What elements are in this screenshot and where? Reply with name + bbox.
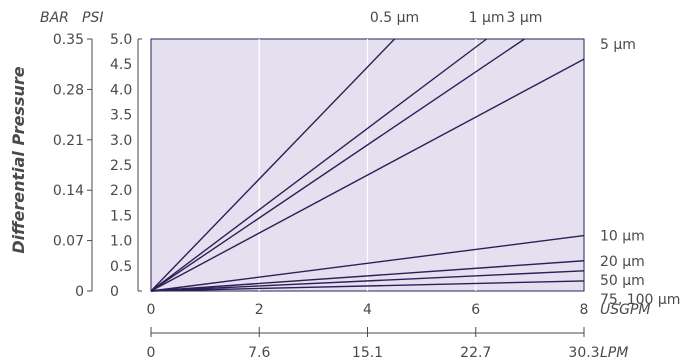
- series-line: [150, 280, 585, 292]
- lpm-tick-label: 7.6: [248, 345, 270, 361]
- bar-tick-label: 0.28: [53, 82, 84, 98]
- bar-unit-label: BAR: [40, 10, 69, 26]
- bar-tick-label: 0: [75, 284, 84, 300]
- lpm-tick-label: 22.7: [460, 345, 491, 361]
- psi-tick-label: 4.5: [110, 57, 132, 73]
- series-line: [150, 270, 585, 292]
- bar-tick-label: 0.21: [53, 133, 84, 149]
- usgpm-tick-label: 0: [147, 302, 156, 318]
- psi-unit-label: PSI: [82, 10, 103, 26]
- series-line: [150, 38, 525, 292]
- series-label: 75, 100 µm: [600, 292, 680, 308]
- series-label: 20 µm: [600, 254, 645, 270]
- lpm-tick-label: 0: [147, 345, 156, 361]
- series-labels: 0.5 µm 1 µm 3 µm 5 µm 10 µm 20 µm 50 µm 75, 100…: [370, 10, 681, 308]
- psi-tick-label: 4.0: [110, 82, 132, 98]
- bar-tick-label: 0.07: [53, 234, 84, 250]
- psi-tick-label: 2.0: [110, 183, 132, 199]
- lpm-tick-label: 30.3: [568, 345, 599, 361]
- series-line: [150, 260, 585, 292]
- usgpm-tick-label: 6: [471, 302, 480, 318]
- bar-tick-label: 0.35: [53, 32, 84, 48]
- series-label: 50 µm: [600, 273, 645, 289]
- psi-tick-label: 0: [110, 284, 119, 300]
- series-line: [150, 38, 396, 292]
- series-label: 1 µm: [469, 10, 505, 26]
- usgpm-tick-label: 2: [255, 302, 264, 318]
- psi-tick-label: 3.5: [110, 108, 132, 124]
- psi-tick-label: 1.5: [110, 208, 132, 224]
- series-lines: [150, 38, 585, 292]
- axes: [87, 38, 585, 337]
- psi-tick-label: 5.0: [110, 32, 132, 48]
- series-line: [150, 234, 585, 292]
- series-label: 0.5 µm: [370, 10, 419, 26]
- usgpm-unit-label: USGPM: [600, 302, 651, 318]
- tick-labels: 0 0.5 1.0 1.5 2.0 2.5 3.0 3.5 4.0 4.5 5.0 0 0.07 0.14…: [53, 32, 600, 361]
- usgpm-tick-label: 4: [363, 302, 372, 318]
- psi-tick-label: 2.5: [110, 158, 132, 174]
- series-line: [150, 58, 585, 292]
- lpm-unit-label: LPM: [600, 345, 628, 361]
- psi-tick-label: 3.0: [110, 133, 132, 149]
- lpm-tick-label: 15.1: [352, 345, 383, 361]
- series-line: [150, 38, 487, 292]
- series-label: 5 µm: [600, 37, 636, 53]
- usgpm-tick-label: 8: [580, 302, 589, 318]
- bar-tick-label: 0.14: [53, 183, 84, 199]
- y-axis-title: Differential Pressure: [9, 66, 28, 253]
- series-label: 3 µm: [507, 10, 543, 26]
- psi-tick-label: 0.5: [110, 259, 132, 275]
- psi-tick-label: 1.0: [110, 234, 132, 250]
- series-label: 10 µm: [600, 229, 645, 245]
